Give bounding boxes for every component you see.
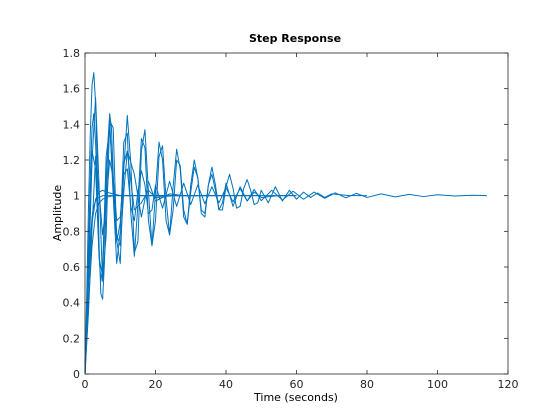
y-tick-label: 1.2 bbox=[63, 154, 81, 167]
x-tick-label: 80 bbox=[360, 378, 374, 391]
x-axis-label: Time (seconds) bbox=[253, 391, 338, 404]
series-lines bbox=[84, 72, 487, 375]
y-axis-label: Amplitude bbox=[51, 185, 64, 242]
x-tick-label: 100 bbox=[427, 378, 448, 391]
y-tick-label: 0.8 bbox=[63, 225, 81, 238]
y-tick-label: 0.6 bbox=[63, 261, 81, 274]
y-tick-label: 0 bbox=[73, 368, 80, 381]
series-line-6 bbox=[84, 155, 487, 375]
series-line-2 bbox=[84, 72, 191, 375]
axis-ticks: 0 20 40 60 80 100 120 0 0.2 0.4 0.6 0.8 1 1.2 1.4 1.6 1.… bbox=[63, 47, 519, 391]
series-line-4 bbox=[84, 97, 297, 375]
x-tick-label: 40 bbox=[219, 378, 233, 391]
y-tick-label: 0.2 bbox=[63, 332, 81, 345]
y-tick-label: 1.8 bbox=[63, 47, 81, 60]
y-tick-label: 1.4 bbox=[63, 118, 81, 131]
x-tick-label: 0 bbox=[82, 378, 89, 391]
chart-title: Step Response bbox=[249, 32, 341, 45]
series-line-8 bbox=[84, 195, 262, 375]
axes-box bbox=[84, 52, 509, 375]
y-tick-label: 0.4 bbox=[63, 297, 81, 310]
x-tick-label: 120 bbox=[498, 378, 519, 391]
y-tick-label: 1 bbox=[73, 190, 80, 203]
x-tick-label: 60 bbox=[290, 378, 304, 391]
y-tick-label: 1.6 bbox=[63, 83, 81, 96]
x-tick-label: 20 bbox=[149, 378, 163, 391]
